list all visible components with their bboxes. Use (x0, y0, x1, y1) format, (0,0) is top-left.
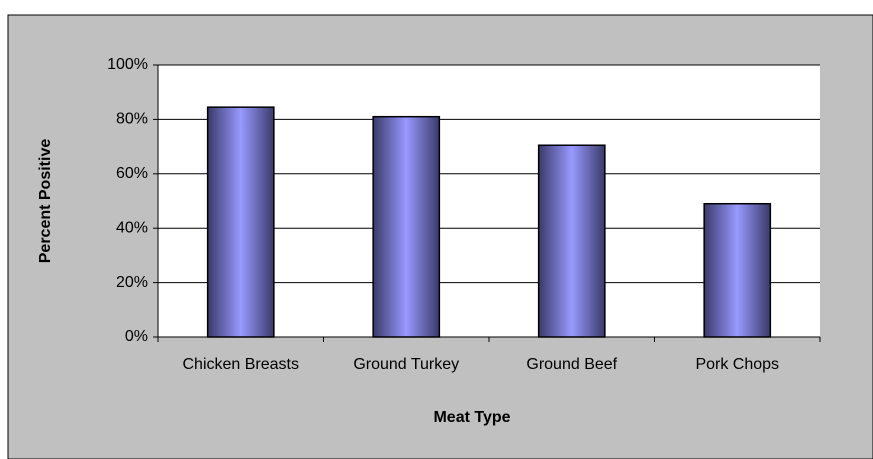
x-tick-label: Ground Beef (526, 356, 617, 373)
bar (206, 106, 275, 338)
y-tick-label: 80% (116, 111, 148, 128)
bar (703, 202, 772, 338)
y-tick-label: 40% (116, 219, 148, 236)
y-tick-label: 100% (107, 56, 148, 73)
y-axis-label: Percent Positive (37, 139, 54, 264)
y-tick-label: 20% (116, 274, 148, 291)
bar (537, 144, 606, 338)
x-tick-label: Chicken Breasts (183, 356, 300, 373)
y-tick-label: 0% (125, 328, 148, 345)
y-tick-label: 60% (116, 165, 148, 182)
x-tick-label: Pork Chops (695, 356, 779, 373)
bar (372, 115, 441, 338)
x-tick-label: Ground Turkey (353, 356, 459, 373)
x-axis-label: Meat Type (433, 409, 510, 426)
